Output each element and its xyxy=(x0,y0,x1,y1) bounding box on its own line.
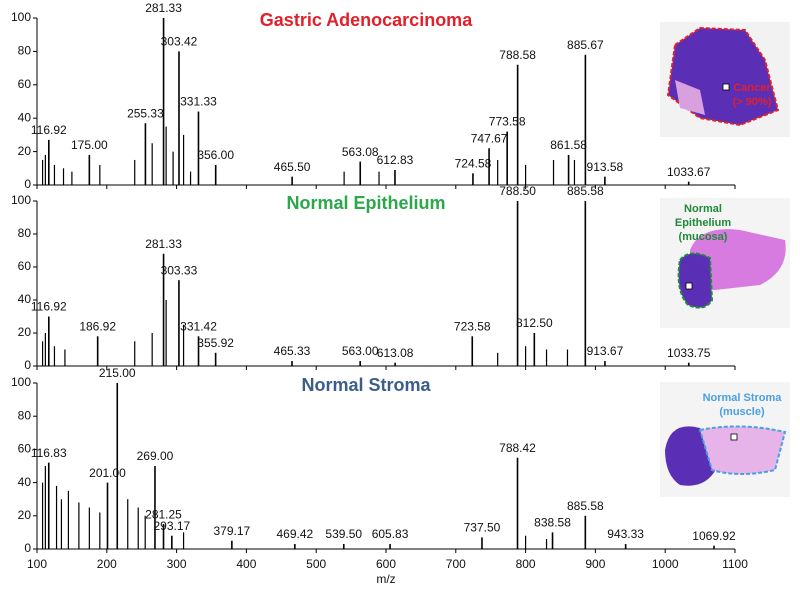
x-tick-label: 1000 xyxy=(652,557,679,571)
y-tick-label: 100 xyxy=(11,10,31,24)
peak-label: 186.92 xyxy=(79,319,116,333)
peak-label: 913.58 xyxy=(587,160,624,174)
peak-label: 612.83 xyxy=(377,153,414,167)
peak-label: 838.58 xyxy=(534,516,571,530)
x-tick-label: 900 xyxy=(585,557,605,571)
peak-label: 293.17 xyxy=(153,519,190,533)
y-tick-label: 60 xyxy=(18,77,32,91)
peak-label: 281.25 xyxy=(145,507,182,521)
peak-label: 563.00 xyxy=(342,344,379,358)
peak-label: 913.67 xyxy=(587,344,624,358)
peak-label: 773.58 xyxy=(489,115,526,129)
peak-label: 747.67 xyxy=(471,131,508,145)
peak-label: 563.08 xyxy=(342,145,379,159)
peak-label: 356.00 xyxy=(197,148,234,162)
peak-label: 116.92 xyxy=(31,123,67,137)
peak-label: 281.33 xyxy=(145,237,182,251)
peak-label: 331.33 xyxy=(180,95,217,109)
y-tick-label: 40 xyxy=(18,292,32,306)
peak-label: 539.50 xyxy=(325,527,362,541)
peak-label: 613.08 xyxy=(377,346,414,360)
peak-label: 465.50 xyxy=(274,160,311,174)
peak-label: 355.92 xyxy=(197,336,234,350)
y-tick-label: 80 xyxy=(18,226,32,240)
x-tick-label: 500 xyxy=(306,557,326,571)
x-tick-label: 100 xyxy=(27,557,47,571)
y-tick-label: 80 xyxy=(18,44,32,58)
peak-label: 465.33 xyxy=(274,344,311,358)
x-tick-label: 600 xyxy=(376,557,396,571)
inset-label: (> 90%) xyxy=(733,96,772,108)
peak-label: 737.50 xyxy=(464,521,501,535)
peak-label: 303.33 xyxy=(161,263,198,277)
peak-label: 379.17 xyxy=(214,524,251,538)
x-tick-label: 300 xyxy=(167,557,187,571)
peak-label: 269.00 xyxy=(137,449,174,463)
x-tick-label: 1100 xyxy=(722,557,748,571)
y-tick-label: 80 xyxy=(18,408,32,422)
peak-label: 215.00 xyxy=(99,366,136,380)
x-tick-label: 700 xyxy=(446,557,466,571)
peak-label: 116.92 xyxy=(31,300,67,314)
inset-label: (mucosa) xyxy=(679,231,728,243)
peak-label: 1033.67 xyxy=(667,165,711,179)
inset-label: Cancer xyxy=(733,82,771,94)
peak-label: 788.58 xyxy=(499,48,536,62)
y-tick-label: 20 xyxy=(18,325,32,339)
insets xyxy=(660,22,790,497)
inset-label: Epithelium xyxy=(675,217,731,229)
tissue-image xyxy=(660,382,790,497)
y-tick-label: 40 xyxy=(18,475,32,489)
x-tick-label: 200 xyxy=(97,557,117,571)
y-tick-label: 20 xyxy=(18,144,32,158)
tissue-image xyxy=(660,198,790,328)
y-tick-label: 100 xyxy=(11,193,31,207)
tissue-image xyxy=(660,22,790,137)
peak-label: 724.58 xyxy=(455,156,492,170)
peak-label: 469.42 xyxy=(277,527,314,541)
peak-label: 788.42 xyxy=(499,441,536,455)
peak-label: 885.58 xyxy=(567,499,604,513)
y-tick-label: 20 xyxy=(18,508,32,522)
peak-label: 861.58 xyxy=(550,138,587,152)
y-tick-label: 60 xyxy=(18,259,32,273)
y-tick-label: 40 xyxy=(18,110,32,124)
peak-label: 943.33 xyxy=(607,527,644,541)
panel-title: Normal Stroma xyxy=(301,375,431,395)
peak-label: 1033.75 xyxy=(667,346,711,360)
peak-label: 1069.92 xyxy=(692,529,736,543)
inset-label: Normal xyxy=(684,203,722,215)
y-tick-label: 60 xyxy=(18,442,32,456)
x-axis-label: m/z xyxy=(376,572,395,586)
peak-label: 885.58 xyxy=(567,184,604,198)
peak-label: 281.33 xyxy=(145,1,182,15)
x-tick-label: 400 xyxy=(236,557,256,571)
inset-label: (muscle) xyxy=(719,406,765,418)
peak-label: 331.42 xyxy=(180,319,217,333)
x-tick-label: 800 xyxy=(516,557,536,571)
peak-label: 788.50 xyxy=(499,184,536,198)
peak-label: 303.42 xyxy=(161,35,198,49)
panel-title: Gastric Adenocarcinoma xyxy=(260,10,473,30)
peak-label: 723.58 xyxy=(454,319,491,333)
peak-label: 201.00 xyxy=(89,466,126,480)
peak-label: 605.83 xyxy=(372,527,409,541)
inset-label: Normal Stroma xyxy=(703,392,783,404)
y-tick-label: 0 xyxy=(24,358,31,372)
panel-title: Normal Epithelium xyxy=(286,193,445,213)
peak-label: 885.67 xyxy=(567,38,604,52)
peak-label: 116.83 xyxy=(31,446,67,460)
peak-label: 812.50 xyxy=(516,316,553,330)
y-tick-label: 100 xyxy=(11,375,31,389)
peak-label: 255.33 xyxy=(127,106,164,120)
y-tick-label: 0 xyxy=(24,177,31,191)
y-tick-label: 0 xyxy=(24,541,31,555)
peak-label: 175.00 xyxy=(71,138,108,152)
